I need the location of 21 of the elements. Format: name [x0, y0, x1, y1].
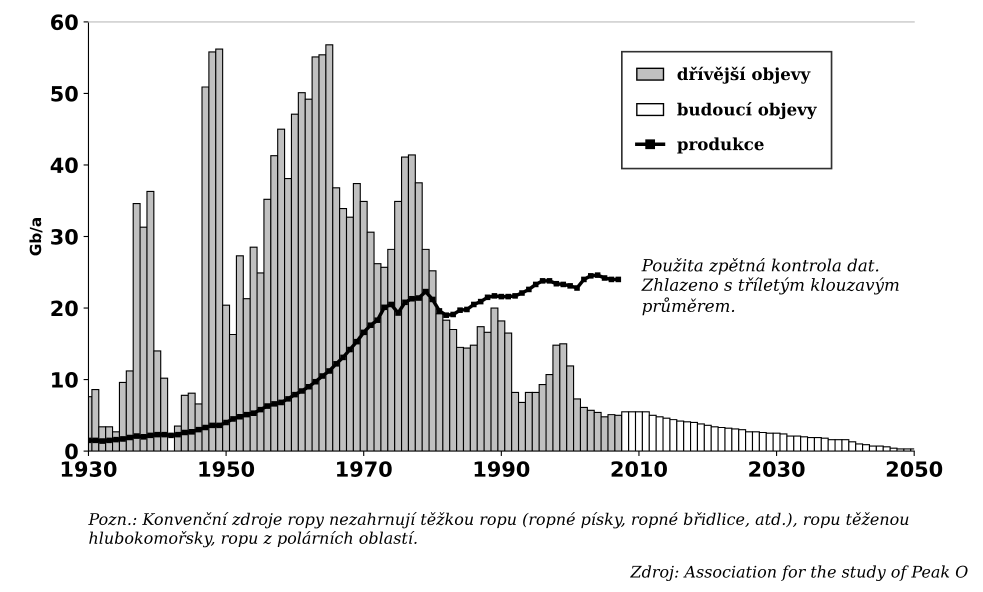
y-tick-label: 20: [51, 300, 78, 316]
legend-label: produkce: [677, 137, 764, 154]
y-tick-label: 0: [65, 444, 78, 460]
x-tick-label: 2030: [749, 461, 805, 477]
x-tick-label: 2050: [886, 461, 942, 477]
text: Pozn.: Konvenční zdroje ropy nezahrnují těžkou ropu (ropné písky, ropné břidlice, atd.), ropu těženou hlubokomořsky, ropu z polárních oblastí.: [88, 512, 908, 548]
y-tick-label: 10: [52, 372, 78, 388]
legend-label: dřívější objevy: [678, 66, 811, 84]
x-tick-label: 1970: [337, 461, 392, 477]
annotation: Použita zpětná kontrola dat. Zhlazeno s tříletým klouzavým průměrem.: [641, 258, 899, 316]
x-tick-label: 1950: [199, 461, 254, 477]
legend-label: budoucí objevy: [677, 102, 817, 120]
y-tick-label: 30: [51, 228, 78, 245]
y-tick-label: 50: [51, 86, 78, 102]
y-axis-title: Gb/a: [29, 218, 42, 256]
x-tick-label: 1990: [474, 461, 530, 477]
y-tick-label: 40: [50, 157, 78, 174]
x-tick-label: 1930: [62, 461, 116, 477]
y-tick-label: 60: [51, 14, 78, 30]
x-tick-label: 2010: [612, 461, 667, 477]
text: Zdroj: Association for the study of Peak O: [630, 565, 968, 582]
